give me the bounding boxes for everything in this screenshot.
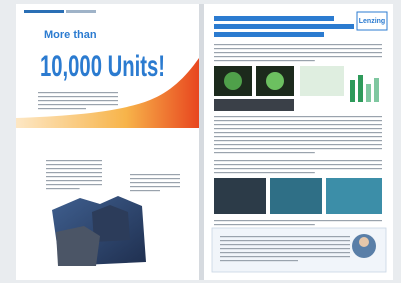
article-title	[214, 32, 324, 37]
text-line	[38, 104, 118, 105]
page: More than 10,000 Units! Lenzing (() => {…	[0, 0, 401, 283]
text-line	[46, 180, 102, 181]
text-line	[214, 164, 382, 165]
heading-small: More than	[44, 29, 97, 41]
text-line	[220, 252, 350, 253]
text-line	[214, 220, 382, 221]
article-title	[214, 24, 354, 29]
text-line	[130, 178, 180, 179]
text-line	[46, 168, 102, 169]
text-line	[130, 174, 180, 175]
text-line	[214, 144, 382, 145]
text-line	[220, 260, 298, 261]
text-line	[214, 48, 382, 49]
text-line	[46, 164, 102, 165]
micrograph-detail	[266, 72, 284, 90]
text-line	[214, 132, 382, 133]
text-line	[130, 182, 180, 183]
text-line	[214, 52, 382, 53]
text-line	[214, 136, 382, 137]
magazine-spread: More than 10,000 Units! Lenzing	[0, 0, 401, 283]
text-line	[46, 184, 102, 185]
heading-large: 10,000 Units!	[40, 50, 165, 83]
text-line	[214, 168, 382, 169]
text-line	[214, 172, 315, 173]
text-line	[214, 116, 382, 117]
text-line	[46, 176, 102, 177]
text-line	[214, 44, 382, 45]
fabric-swatch	[326, 178, 382, 214]
text-line	[220, 236, 350, 237]
text-line	[46, 188, 80, 189]
gutter	[199, 4, 204, 280]
text-line	[214, 148, 382, 149]
text-line	[38, 100, 118, 101]
text-line	[220, 244, 350, 245]
text-line	[214, 120, 382, 121]
fiber-image	[214, 99, 294, 111]
portrait-face	[359, 237, 369, 247]
text-line	[214, 128, 382, 129]
data-table	[300, 66, 344, 96]
text-line	[214, 224, 315, 225]
section-tag	[24, 10, 64, 13]
micrograph-detail	[224, 72, 242, 90]
text-line	[38, 92, 118, 93]
fabric-swatch	[270, 178, 322, 214]
text-line	[38, 108, 86, 109]
article-title	[214, 16, 334, 21]
text-line	[38, 96, 118, 97]
text-line	[220, 248, 350, 249]
logo: Lenzing	[359, 18, 385, 25]
text-line	[220, 256, 350, 257]
text-line	[214, 160, 382, 161]
section-tag	[66, 10, 96, 13]
text-line	[214, 124, 382, 125]
clothing-photo	[52, 196, 146, 266]
text-line	[46, 172, 102, 173]
text-line	[130, 186, 180, 187]
text-line	[214, 56, 382, 57]
text-line	[46, 160, 102, 161]
fabric-swatch	[214, 178, 266, 214]
text-line	[220, 240, 350, 241]
text-line	[214, 152, 315, 153]
text-line	[214, 140, 382, 141]
text-line	[214, 60, 315, 61]
text-line	[130, 190, 160, 191]
